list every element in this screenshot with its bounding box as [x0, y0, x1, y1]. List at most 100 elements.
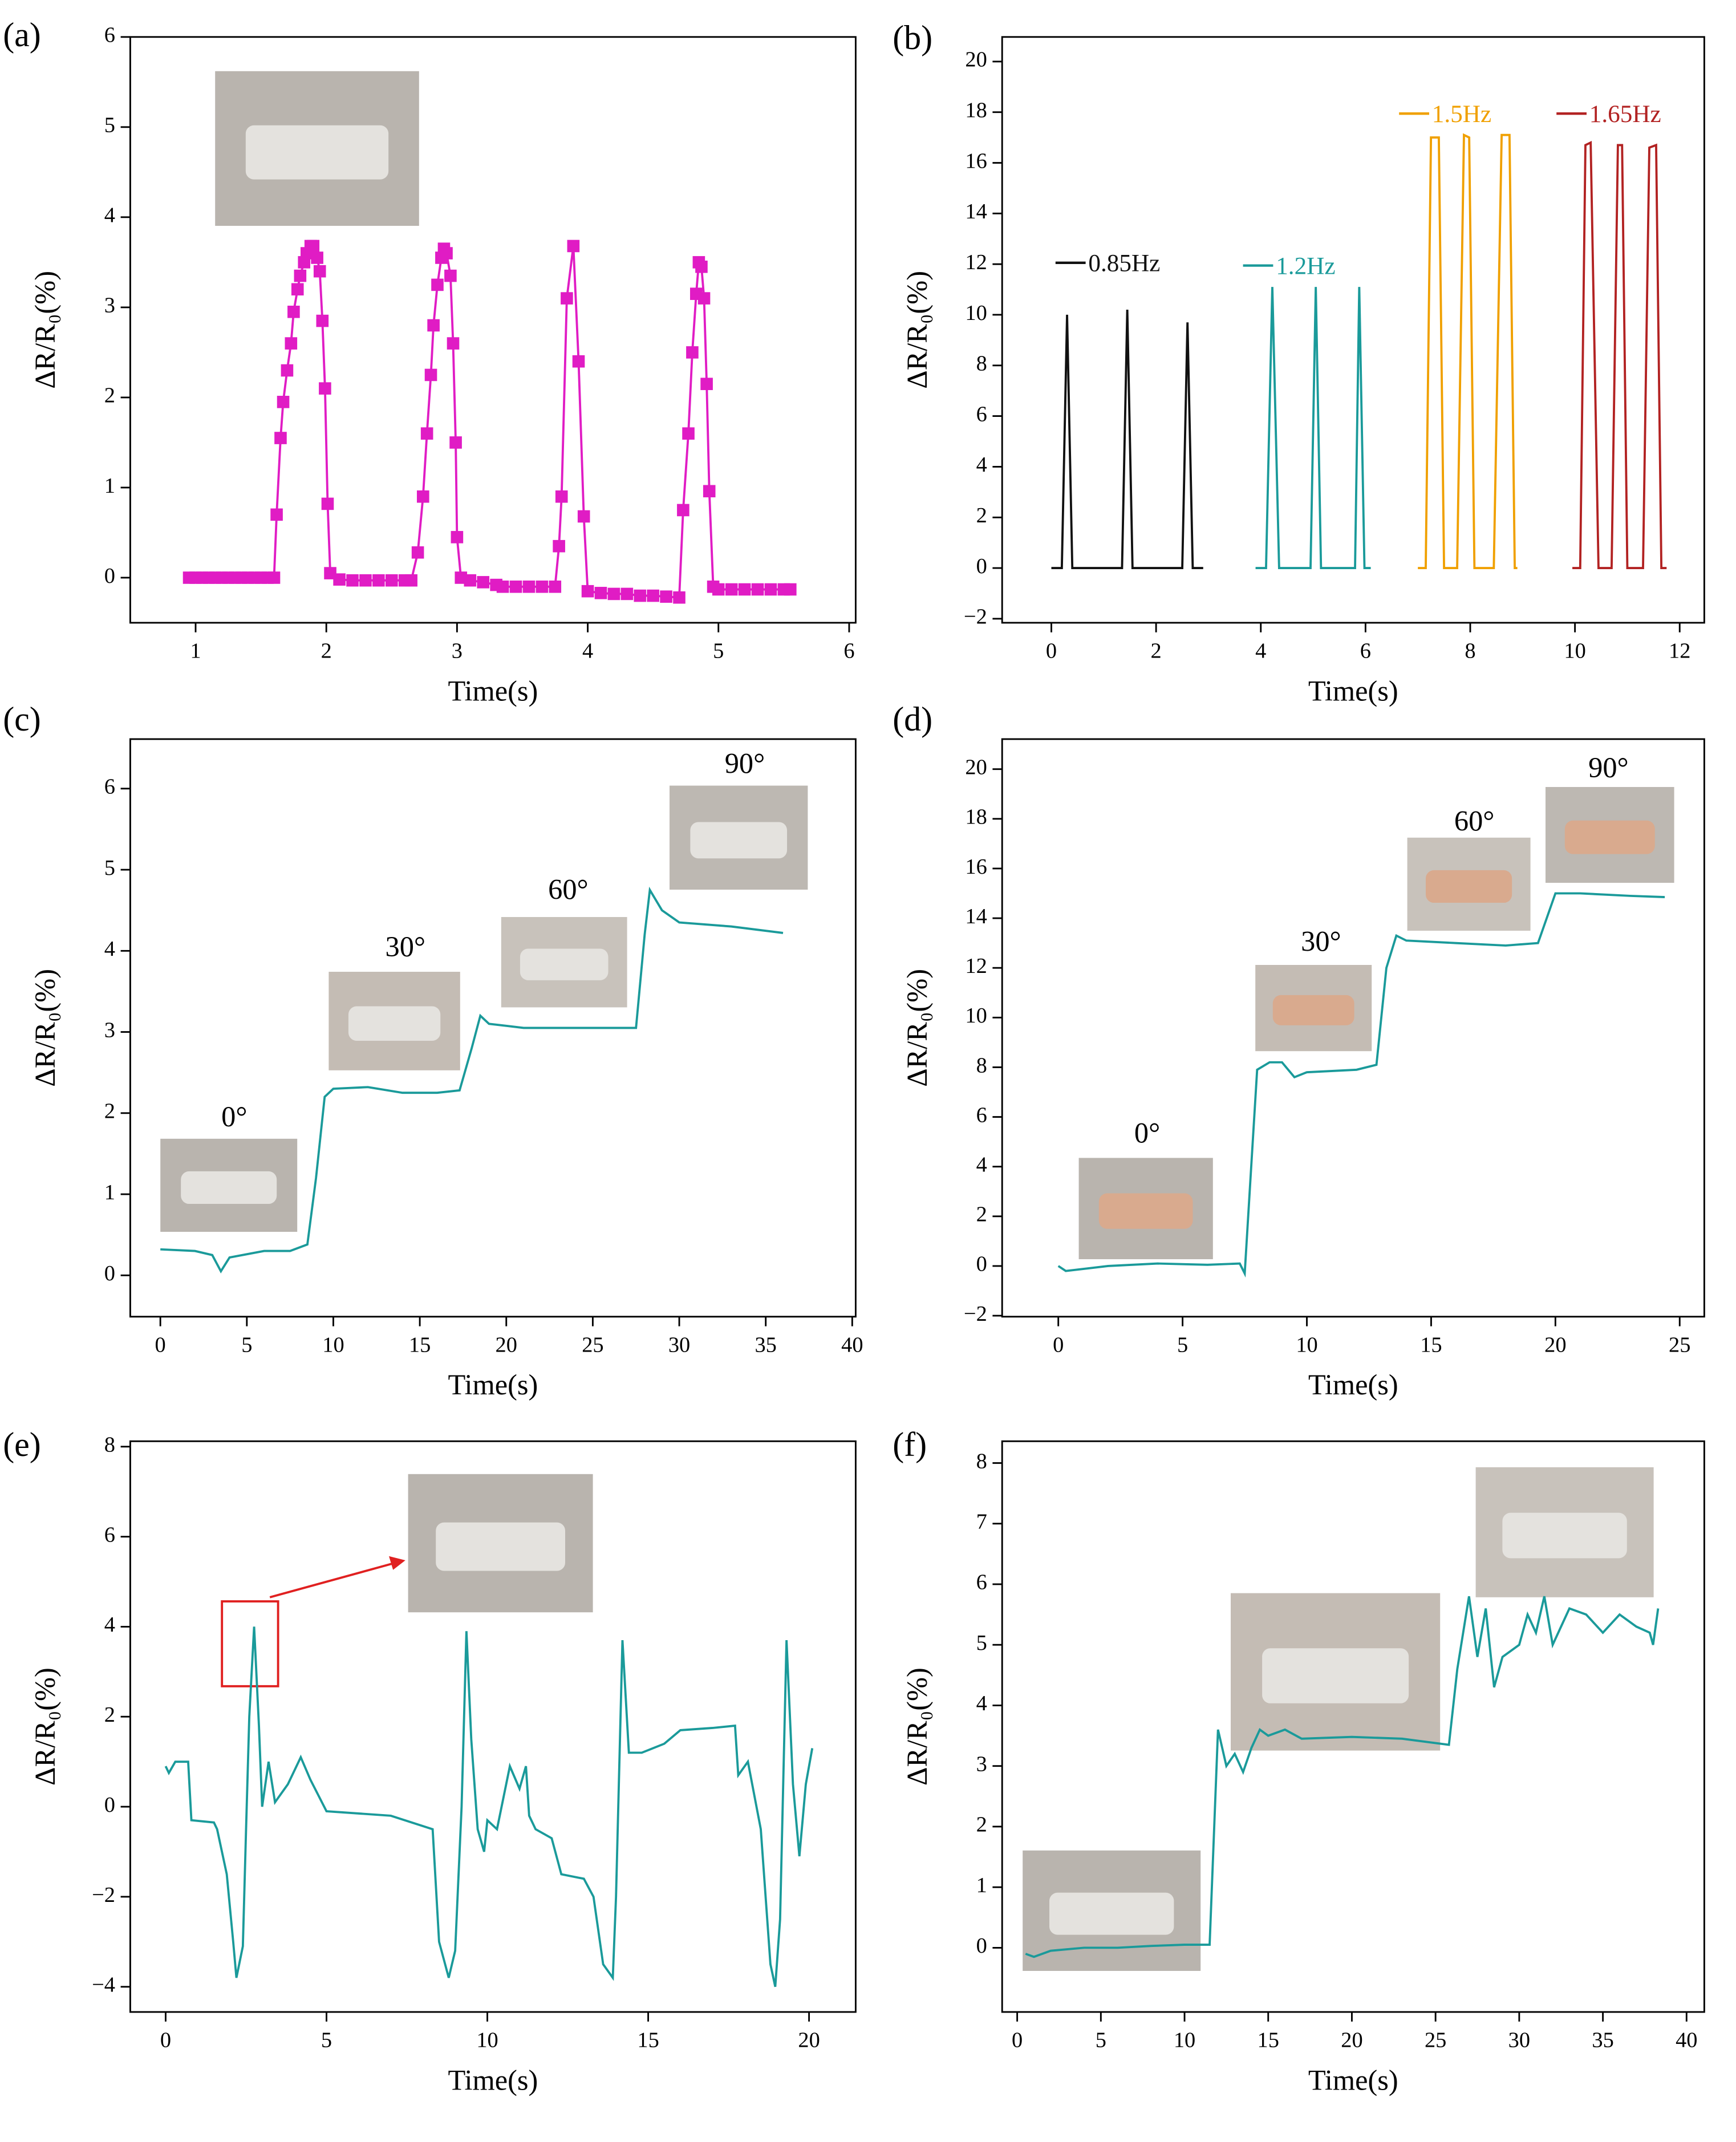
x-tick-label: 5	[1177, 1333, 1188, 1357]
y-tick-label: 0	[976, 1934, 987, 1958]
annotation: 60°	[1454, 805, 1495, 837]
x-tick-label: 20	[1544, 1333, 1566, 1357]
x-tick-label: 6	[843, 639, 854, 663]
y-tick-label: 7	[976, 1510, 987, 1534]
data-point	[420, 427, 433, 440]
data-point	[784, 583, 797, 596]
y-axis-label: ΔR/R₀(%)	[29, 271, 61, 389]
data-point	[496, 580, 509, 593]
y-tick-label: 2	[104, 384, 115, 408]
x-tick-label: 1	[190, 639, 201, 663]
data-point	[316, 314, 329, 327]
y-tick-label: 18	[965, 99, 987, 123]
x-axis-label: Time(s)	[1308, 675, 1398, 707]
data-point	[738, 583, 751, 596]
y-tick-label: 6	[976, 1103, 987, 1127]
x-axis-label: Time(s)	[1308, 2064, 1398, 2096]
annotation: 60°	[548, 873, 589, 905]
data-point	[647, 589, 659, 602]
y-tick-label: 5	[104, 856, 115, 880]
y-tick-label: 2	[976, 504, 987, 528]
series-line	[160, 886, 784, 1273]
y-tick-label: −2	[92, 1883, 115, 1907]
series-line	[1418, 133, 1518, 569]
x-tick-label: 35	[1592, 2029, 1613, 2052]
data-point	[549, 580, 562, 593]
data-point	[319, 382, 331, 395]
annotation: 30°	[1301, 926, 1341, 958]
data-point	[464, 574, 477, 587]
data-point	[313, 265, 326, 278]
data-point	[416, 490, 429, 503]
data-point	[686, 346, 699, 359]
y-tick-label: 4	[976, 1153, 987, 1177]
y-tick-label: 20	[965, 48, 987, 72]
photo-subject	[348, 1006, 441, 1041]
x-tick-label: 20	[496, 1333, 517, 1357]
data-point	[577, 510, 590, 523]
data-point	[555, 490, 568, 503]
y-tick-label: 10	[965, 301, 987, 325]
x-tick-label: 10	[1564, 639, 1585, 663]
y-tick-label: 0	[976, 554, 987, 578]
x-tick-label: 0	[1053, 1333, 1064, 1357]
x-tick-label: 5	[321, 2029, 332, 2052]
data-point	[444, 269, 457, 282]
series-line	[1057, 892, 1665, 1278]
data-point	[274, 432, 287, 444]
x-tick-label: 12	[1669, 639, 1690, 663]
data-point	[634, 589, 647, 602]
y-tick-label: 3	[104, 294, 115, 318]
x-tick-label: 20	[798, 2029, 820, 2052]
y-tick-label: 3	[976, 1752, 987, 1776]
y-tick-label: 8	[976, 352, 987, 376]
x-tick-label: 15	[1258, 2029, 1279, 2052]
x-tick-label: 15	[409, 1333, 431, 1357]
photo-subject	[1262, 1648, 1409, 1703]
y-axis-label: ΔR/R₀(%)	[901, 271, 933, 389]
legend-label: 1.65Hz	[1589, 101, 1661, 128]
x-tick-label: 2	[321, 639, 332, 663]
annotation: 0°	[1134, 1117, 1160, 1149]
data-point	[385, 574, 398, 587]
y-tick-label: 18	[965, 805, 987, 829]
panel-label: (b)	[893, 19, 932, 56]
x-tick-label: 30	[668, 1333, 690, 1357]
data-point	[697, 292, 711, 305]
data-point	[359, 574, 372, 587]
y-tick-label: 8	[976, 1449, 987, 1473]
y-tick-label: 6	[104, 23, 115, 47]
data-point	[294, 269, 307, 282]
y-tick-label: 12	[965, 250, 987, 274]
y-tick-label: 1	[976, 1873, 987, 1897]
series-line	[1255, 287, 1371, 569]
photo-subject	[690, 822, 788, 859]
y-tick-label: 10	[965, 1004, 987, 1028]
x-tick-label: 8	[1465, 639, 1475, 663]
photo-subject	[1426, 870, 1512, 903]
plot-frame	[129, 738, 857, 1318]
data-point	[424, 368, 437, 382]
data-point	[267, 571, 281, 584]
y-tick-label: 16	[965, 149, 987, 173]
legend-label: 1.2Hz	[1276, 253, 1335, 279]
y-tick-label: 4	[104, 937, 115, 961]
plot-frame	[129, 36, 857, 624]
data-point	[725, 583, 738, 596]
data-point	[700, 378, 713, 391]
x-tick-label: 3	[452, 639, 463, 663]
x-axis-label: Time(s)	[448, 1369, 538, 1401]
y-tick-label: 0	[976, 1252, 987, 1276]
y-axis-label: ΔR/R₀(%)	[29, 1668, 61, 1786]
panel-label: (c)	[3, 700, 41, 738]
data-point	[440, 247, 453, 259]
y-tick-label: 6	[976, 1571, 987, 1595]
y-tick-label: 8	[104, 1433, 115, 1457]
x-axis-label: Time(s)	[448, 675, 538, 707]
x-tick-label: 0	[1012, 2029, 1023, 2052]
y-tick-label: 4	[976, 1691, 987, 1715]
x-tick-label: 10	[322, 1333, 344, 1357]
series-line	[1572, 140, 1667, 569]
